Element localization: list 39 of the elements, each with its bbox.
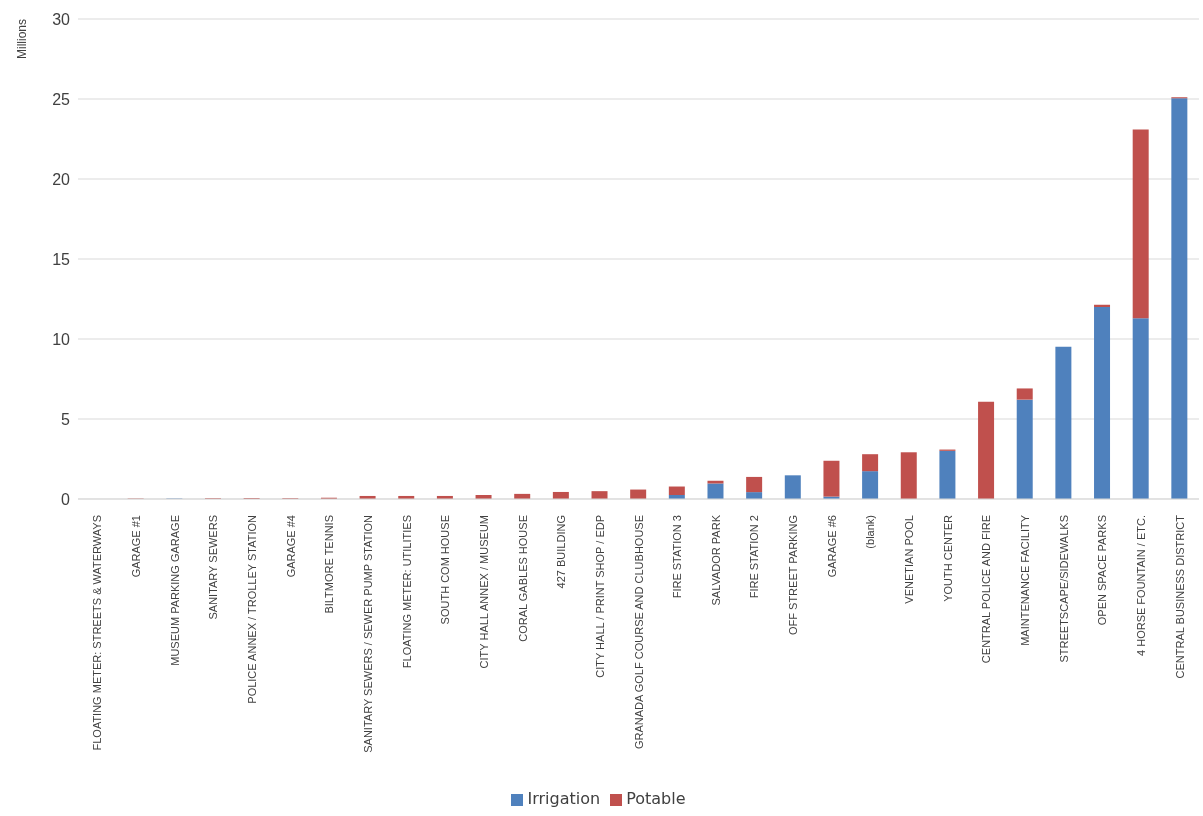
x-tick-label: BILTMORE TENNIS	[323, 515, 336, 614]
x-tick-label: CITY HALL ANNEX / MUSEUM	[477, 515, 490, 669]
x-tick-label: CORAL GABLES HOUSE	[516, 515, 529, 642]
x-tick-label: GARAGE #1	[129, 515, 142, 578]
x-tick-label: CENTRAL POLICE AND FIRE	[980, 515, 993, 664]
legend-label: Irrigation	[527, 789, 601, 808]
y-tick-label: 15	[52, 250, 71, 268]
x-tick-label: CITY HALL / PRINT SHOP / EDP	[593, 515, 606, 678]
x-tick-label: POLICE ANNEX / TROLLEY STATION	[245, 514, 258, 704]
x-tick-label: SANITARY SEWERS / SEWER PUMP STATION	[361, 514, 374, 753]
y-tick-label: 0	[61, 490, 71, 508]
y-tick-label: 5	[61, 410, 71, 428]
legend-label: Potable	[626, 789, 686, 808]
x-tick-label: CENTRAL BUSINESS DISTRICT	[1173, 514, 1186, 679]
x-tick-label: STREETSCAPE/SIDEWALKS	[1057, 515, 1070, 663]
y-tick-label: 25	[52, 90, 71, 108]
x-tick-label: FIRE STATION 2	[748, 515, 761, 599]
x-tick-label: MAINTENANCE FACILITY	[1019, 514, 1032, 646]
x-tick-label: SOUTH COM HOUSE	[439, 515, 452, 625]
x-tick-label: OFF STREET PARKING	[787, 515, 800, 635]
y-tick-label: 10	[52, 330, 71, 348]
x-tick-label: FLOATING METER: STREETS & WATERWAYS	[91, 515, 104, 751]
y-tick-label: 30	[52, 10, 71, 28]
x-tick-label: FIRE STATION 3	[671, 515, 684, 599]
x-tick-label: VENETIAN POOL	[903, 515, 916, 604]
y-axis-title: Millions	[15, 19, 29, 60]
x-tick-label: 427 BUILDING	[555, 515, 568, 589]
x-tick-label: SANITARY SEWERS	[207, 515, 220, 620]
x-tick-label: SALVADOR PARK	[709, 514, 722, 606]
x-tick-label: GRANADA GOLF COURSE AND CLUBHOUSE	[632, 515, 645, 750]
x-tick-label: GARAGE #4	[284, 515, 297, 578]
x-tick-label: FLOATING METER: UTILITIES	[400, 515, 413, 669]
x-tick-label: 4 HORSE FOUNTAIN / ETC.	[1135, 515, 1148, 656]
x-tick-label: GARAGE #6	[825, 515, 838, 578]
y-tick-label: 20	[52, 170, 71, 188]
x-tick-label: YOUTH CENTER	[941, 514, 954, 602]
x-tick-label: MUSEUM PARKING GARAGE	[168, 515, 181, 666]
x-tick-label: OPEN SPACE PARKS	[1096, 515, 1109, 626]
x-tick-label: (blank)	[864, 515, 877, 549]
